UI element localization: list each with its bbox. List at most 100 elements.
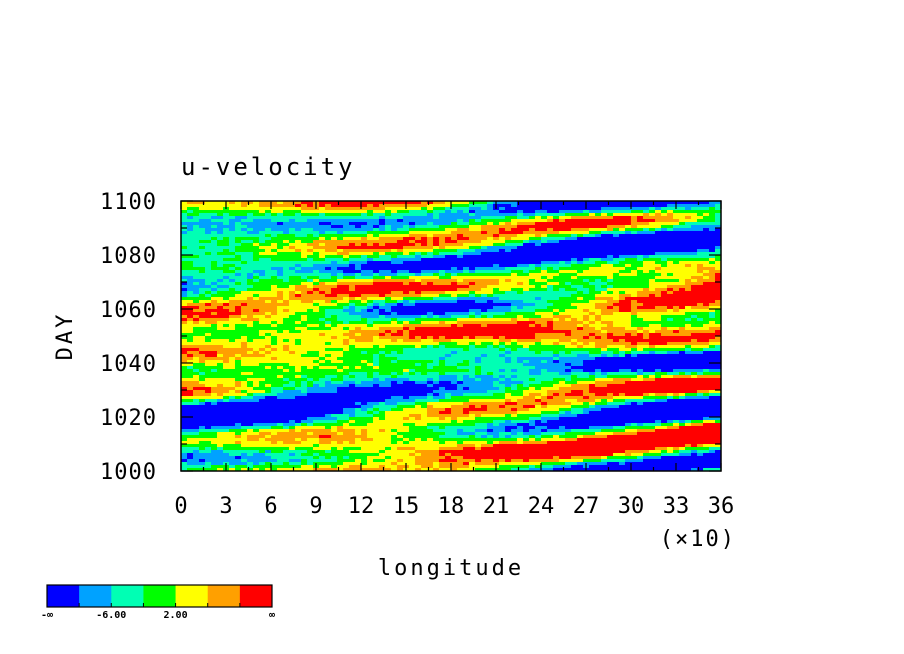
heatmap-cell — [595, 279, 602, 283]
heatmap-cell — [319, 366, 326, 370]
heatmap-cell — [685, 237, 692, 241]
heatmap-cell — [577, 321, 584, 325]
heatmap-cell — [307, 351, 314, 355]
heatmap-cell — [577, 324, 584, 328]
heatmap-cell — [313, 264, 320, 268]
heatmap-cell — [643, 279, 650, 283]
heatmap-cell — [205, 282, 212, 286]
heatmap-cell — [685, 312, 692, 316]
heatmap-cell — [373, 345, 380, 349]
heatmap-cell — [361, 267, 368, 271]
heatmap-cell — [421, 306, 428, 310]
heatmap-cell — [313, 252, 320, 256]
heatmap-cell — [637, 339, 644, 343]
heatmap-cell — [277, 234, 284, 238]
heatmap-cell — [511, 249, 518, 253]
heatmap-cell — [427, 264, 434, 268]
heatmap-cell — [379, 306, 386, 310]
heatmap-cell — [295, 327, 302, 331]
heatmap-cell — [517, 309, 524, 313]
heatmap-cell — [211, 252, 218, 256]
heatmap-cell — [493, 282, 500, 286]
heatmap-cell — [469, 309, 476, 313]
heatmap-cell — [289, 222, 296, 226]
heatmap-cell — [589, 249, 596, 253]
heatmap-cell — [337, 318, 344, 322]
heatmap-cell — [367, 294, 374, 298]
heatmap-cell — [223, 270, 230, 274]
heatmap-cell — [349, 249, 356, 253]
heatmap-cell — [691, 237, 698, 241]
heatmap-cell — [301, 231, 308, 235]
heatmap-cell — [487, 309, 494, 313]
heatmap-cell — [343, 312, 350, 316]
heatmap-cell — [337, 306, 344, 310]
heatmap-cell — [391, 225, 398, 229]
heatmap-cell — [601, 354, 608, 358]
heatmap-cell — [187, 276, 194, 280]
heatmap-cell — [493, 219, 500, 223]
heatmap-cell — [415, 351, 422, 355]
heatmap-cell — [193, 327, 200, 331]
heatmap-cell — [211, 336, 218, 340]
heatmap-cell — [199, 237, 206, 241]
heatmap-cell — [367, 237, 374, 241]
heatmap-cell — [631, 336, 638, 340]
heatmap-cell — [391, 261, 398, 265]
heatmap-cell — [241, 315, 248, 319]
heatmap-cell — [403, 279, 410, 283]
heatmap-cell — [619, 276, 626, 280]
heatmap-cell — [217, 324, 224, 328]
heatmap-cell — [415, 288, 422, 292]
heatmap-cell — [229, 318, 236, 322]
heatmap-cell — [655, 231, 662, 235]
heatmap-cell — [493, 309, 500, 313]
heatmap-cell — [445, 354, 452, 358]
heatmap-cell — [505, 237, 512, 241]
heatmap-cell — [229, 276, 236, 280]
heatmap-cell — [529, 306, 536, 310]
heatmap-cell — [517, 201, 524, 205]
heatmap-cell — [601, 204, 608, 208]
heatmap-cell — [541, 282, 548, 286]
heatmap-cell — [385, 264, 392, 268]
heatmap-cell — [499, 291, 506, 295]
heatmap-cell — [283, 228, 290, 232]
heatmap-cell — [601, 339, 608, 343]
heatmap-cell — [661, 291, 668, 295]
heatmap-cell — [583, 273, 590, 277]
heatmap-cell — [607, 312, 614, 316]
heatmap-cell — [709, 363, 716, 367]
heatmap-cell — [535, 282, 542, 286]
heatmap-cell — [697, 231, 704, 235]
heatmap-cell — [553, 357, 560, 361]
heatmap-cell — [409, 213, 416, 217]
heatmap-cell — [409, 204, 416, 208]
heatmap-cell — [247, 294, 254, 298]
heatmap-cell — [205, 366, 212, 370]
heatmap-cell — [469, 267, 476, 271]
heatmap-cell — [421, 303, 428, 307]
heatmap-cell — [547, 228, 554, 232]
heatmap-cell — [529, 231, 536, 235]
heatmap-cell — [601, 249, 608, 253]
heatmap-cell — [511, 339, 518, 343]
heatmap-cell — [283, 231, 290, 235]
heatmap-cell — [349, 267, 356, 271]
heatmap-cell — [583, 333, 590, 337]
heatmap-cell — [397, 252, 404, 256]
heatmap-cell — [325, 225, 332, 229]
heatmap-cell — [295, 258, 302, 262]
heatmap-cell — [661, 267, 668, 271]
heatmap-cell — [181, 246, 188, 250]
heatmap-cell — [211, 237, 218, 241]
heatmap-cell — [319, 276, 326, 280]
heatmap-cell — [361, 285, 368, 289]
heatmap-cell — [547, 330, 554, 334]
heatmap-cell — [181, 219, 188, 223]
heatmap-cell — [505, 336, 512, 340]
heatmap-cell — [499, 306, 506, 310]
heatmap-cell — [253, 252, 260, 256]
heatmap-cell — [613, 267, 620, 271]
heatmap-cell — [283, 219, 290, 223]
